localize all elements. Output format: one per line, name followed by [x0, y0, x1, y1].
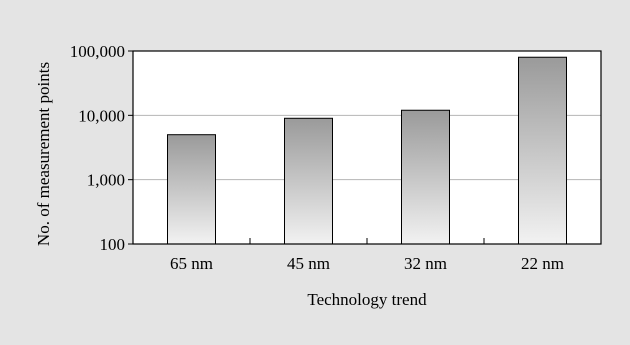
x-tick-label: 45 nm: [287, 254, 330, 273]
y-tick-label: 10,000: [78, 106, 125, 125]
bar: [401, 109, 450, 245]
y-axis-title: No. of measurement points: [34, 62, 53, 246]
chart-panel: 100 1,000 10,000 100,000 65 nm 45 nm 32 nm 22 …: [13, 8, 613, 333]
y-axis-ticks: 100 1,000 10,000 100,000: [70, 42, 133, 254]
y-tick-label: 100,000: [70, 42, 125, 61]
x-tick-label: 65 nm: [170, 254, 213, 273]
bar-chart: 100 1,000 10,000 100,000 65 nm 45 nm 32 nm 22 …: [34, 42, 602, 309]
bars: [167, 56, 567, 245]
x-axis-title: Technology trend: [307, 290, 427, 309]
x-tick-label: 22 nm: [521, 254, 564, 273]
y-tick-label: 100: [100, 235, 126, 254]
x-axis-ticks: 65 nm 45 nm 32 nm 22 nm: [170, 238, 564, 273]
bar: [284, 117, 333, 245]
x-tick-label: 32 nm: [404, 254, 447, 273]
bar: [167, 134, 216, 245]
bar: [518, 56, 567, 245]
y-tick-label: 1,000: [87, 171, 125, 190]
